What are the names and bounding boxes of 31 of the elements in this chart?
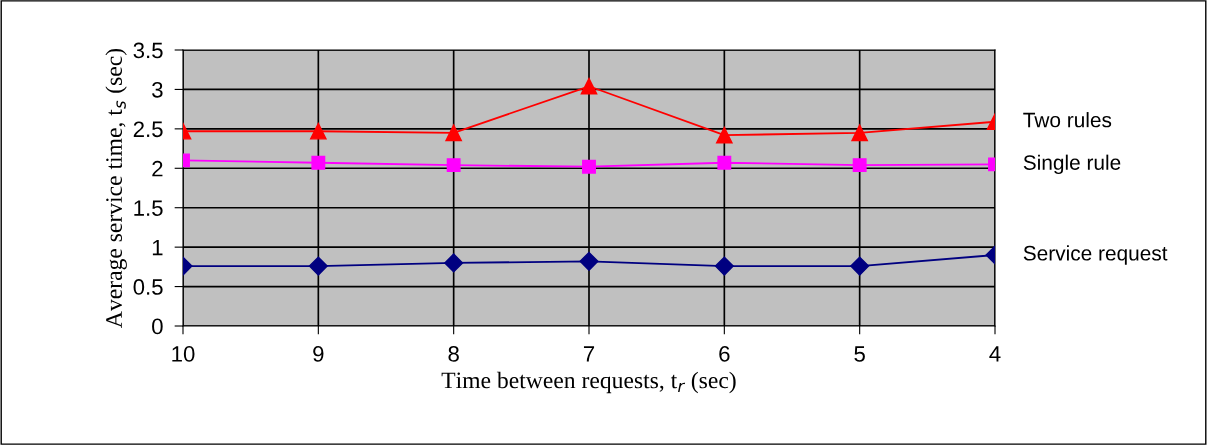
y-tick-label: 0.5: [133, 279, 163, 295]
point: [445, 124, 463, 142]
x-axis-title: Time between requests, t$_{r}$ (sec): [441, 371, 736, 394]
y-tick-label: 1: [152, 239, 163, 256]
point: [717, 155, 732, 170]
point: [582, 159, 596, 174]
x-tick-label: 8: [448, 346, 459, 362]
x-tick-label: 7: [583, 346, 595, 362]
point: [311, 155, 326, 170]
point: [852, 158, 867, 173]
x-tick-label: 9: [313, 346, 324, 362]
point: [715, 126, 733, 144]
point: [580, 77, 598, 95]
series-label: Two rules: [1023, 112, 1112, 128]
series-label: Single rule: [1023, 154, 1121, 175]
y-tick-label: 1.5: [134, 200, 163, 216]
series-label: Service request: [1023, 245, 1168, 265]
point: [444, 253, 464, 273]
y-tick-label: 0: [152, 318, 163, 335]
x-tick-label: 6: [719, 346, 730, 362]
x-tick-label: 10: [172, 346, 195, 362]
x-tick-label: 4: [989, 346, 1001, 362]
point: [579, 251, 599, 271]
y-axis-title: Average service time, t$_{s}$ (sec): [105, 48, 127, 328]
point: [714, 256, 734, 276]
point: [446, 158, 461, 173]
y-tick-label: 3: [152, 81, 163, 98]
y-tick-label: 2.5: [133, 121, 163, 138]
y-tick-label: 2: [152, 160, 163, 177]
x-tick-label: 5: [854, 346, 865, 362]
y-tick-label: 3.5: [133, 42, 163, 59]
